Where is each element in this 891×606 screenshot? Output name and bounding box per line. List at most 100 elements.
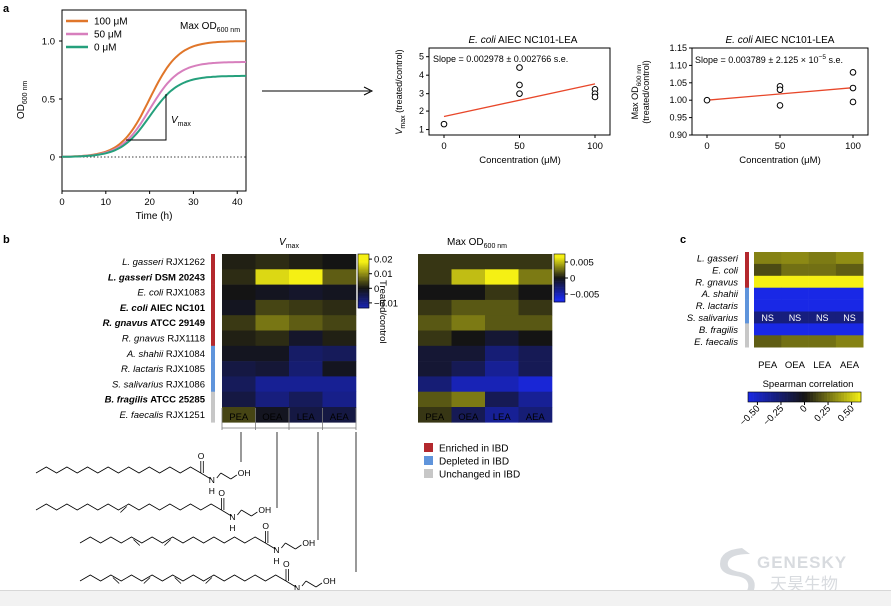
- vmax-cell: [322, 330, 357, 347]
- vmax-cell: [322, 299, 357, 316]
- watermark-latin: GENESKY: [757, 553, 847, 572]
- vmax-triangle: [126, 94, 167, 141]
- colorbar-tick-label: 0: [374, 284, 379, 295]
- correlation-cell: [754, 287, 782, 300]
- colorbar-tick-label: 0: [570, 274, 575, 285]
- vmax-cell: [322, 345, 357, 362]
- vmax-cell: [322, 315, 357, 331]
- colorbar-step: [358, 271, 369, 274]
- maxod-cell: [518, 330, 553, 347]
- colorbar-step: [358, 287, 369, 290]
- maxod-cell: [518, 407, 553, 423]
- group-legend: Enriched in IBD Depleted in IBD Unchanged …: [424, 443, 520, 481]
- group-bar-segment: [211, 254, 215, 270]
- ethyl-bond: [295, 544, 302, 550]
- colorbar-tick-label: 0.50: [836, 403, 857, 424]
- maxod-cell: [451, 376, 486, 392]
- atom-nitrogen: N: [229, 512, 235, 522]
- colorbar-step: [554, 292, 565, 294]
- double-bond: [112, 577, 120, 584]
- heat-b-column-labels: PEA PEA OEA OEA LEA LEA AEA AEA: [221, 408, 546, 430]
- maxod-column-label: PEA: [425, 412, 445, 423]
- colorbar-tick-label: 0.02: [374, 255, 393, 266]
- colorbar-step: [807, 392, 811, 402]
- reg1-ytick-label: 2: [419, 106, 424, 116]
- growth-curves: [61, 40, 247, 158]
- maxod-column-label: AEA: [526, 412, 546, 423]
- correlation-cell: [808, 287, 837, 300]
- ethyl-bond: [230, 474, 238, 480]
- colorbar-step: [358, 285, 369, 287]
- maxod-cell: [485, 315, 519, 331]
- strain-id: RJX1251: [163, 410, 205, 421]
- maxod-cell: [418, 315, 452, 331]
- atom-hydroxyl: OH: [323, 576, 336, 586]
- colorbar-step: [554, 279, 565, 281]
- colorbar-tick-label: 0.25: [812, 403, 833, 424]
- vmax-cell: [322, 391, 357, 408]
- vmax-cell: [289, 254, 323, 270]
- colorbar-step: [554, 264, 565, 267]
- double-bond: [133, 539, 141, 546]
- correlation-cell: [781, 335, 809, 348]
- heat-c-column-label: LEA: [813, 360, 832, 371]
- ethyl-bond: [251, 511, 258, 517]
- colorbar-step: [554, 286, 565, 288]
- reg2-ticks: 0 50 100 0.90 0.95 1.00 1.05 1.10 1.15: [669, 43, 860, 152]
- ns-label: NS: [761, 313, 774, 323]
- colorbar-step: [804, 392, 808, 402]
- reg2-xtick-label: 0: [704, 141, 709, 152]
- colorbar-tick-label: −0.50: [738, 403, 763, 428]
- ns-label: NS: [816, 313, 829, 323]
- reg2-point: [776, 102, 784, 109]
- double-bond: [205, 577, 213, 584]
- heat-b-group-bar: [211, 254, 215, 423]
- colorbar-step: [554, 256, 565, 258]
- reg1-xtick-label: 100: [587, 141, 603, 152]
- colorbar-step: [841, 392, 845, 402]
- maxod-cell: [518, 376, 553, 392]
- colorbar-step: [790, 392, 794, 402]
- colorbar-step: [554, 262, 565, 264]
- vmax-cell: [222, 299, 256, 316]
- colorbar-step: [554, 280, 565, 282]
- reg1-xlabel: Concentration (μM): [479, 155, 561, 166]
- correlation-cell: [781, 287, 809, 300]
- strain-id: DSM 20243: [152, 272, 205, 283]
- vmax-cell: [255, 407, 290, 423]
- colorbar-step: [554, 276, 565, 279]
- colorbar-step: [770, 392, 774, 402]
- colorbar-step: [554, 269, 565, 272]
- reg2-point: [703, 96, 711, 104]
- maxod-column-label: OEA: [458, 412, 479, 423]
- correlation-cell: [808, 263, 837, 277]
- colorbar-step: [358, 303, 369, 306]
- maxod-cell: [418, 254, 452, 270]
- colorbar-step: [554, 285, 565, 287]
- colorbar-step: [554, 260, 565, 262]
- colorbar-step: [762, 392, 766, 402]
- reg1-ylabel: Vmax (treated/control): [394, 49, 407, 134]
- acyl-chain: [79, 536, 266, 544]
- max-od-label: Max OD600 nm: [180, 21, 240, 34]
- strain-species: A. shahii: [126, 349, 164, 360]
- group-legend-swatch: [424, 469, 433, 478]
- legend-label: 0 μM: [94, 43, 116, 54]
- watermark-s-mark: [718, 548, 755, 600]
- colorbar-step: [554, 258, 565, 261]
- colorbar-step: [554, 287, 565, 290]
- colorbar-step: [748, 392, 752, 402]
- atom-nitrogen: N: [294, 583, 300, 593]
- vmax-cell: [289, 391, 323, 408]
- maxod-cell: [451, 407, 486, 423]
- group-bar-segment: [211, 391, 215, 408]
- vmax-cell: [322, 361, 357, 377]
- reg2-xtick-label: 50: [775, 141, 786, 152]
- colorbar-step: [358, 264, 369, 267]
- watermark-cjk: 天昊生物: [770, 575, 838, 594]
- reg2-xlabel: Concentration (μM): [739, 155, 821, 166]
- colorbar-step: [554, 275, 565, 278]
- species-label: B. fragilis: [699, 325, 738, 336]
- colorbar-step: [358, 258, 369, 260]
- ethyl-bond: [305, 580, 317, 588]
